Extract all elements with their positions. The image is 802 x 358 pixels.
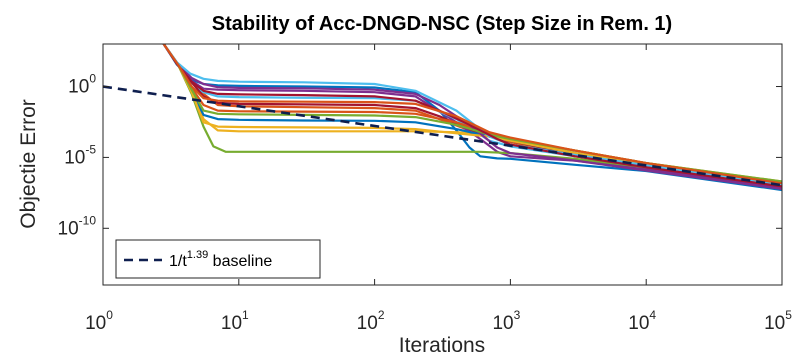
legend-label-prefix: 1/t xyxy=(169,253,187,270)
y-tick-exp: -5 xyxy=(85,142,96,156)
baseline-layer xyxy=(103,85,782,187)
x-tick-exp: 4 xyxy=(649,308,656,322)
chart-title: Stability of Acc-DNGD-NSC (Step Size in … xyxy=(212,13,672,35)
x-tick-base: 10 xyxy=(492,313,513,334)
y-tick-label: 10-10 xyxy=(58,213,97,239)
legend-baseline-label: 1/t1.39 baseline xyxy=(169,249,272,270)
plot-frame xyxy=(102,43,783,286)
y-tick-exp: 0 xyxy=(89,72,96,86)
series-line-10 xyxy=(162,44,782,185)
x-tick-label: 105 xyxy=(764,308,792,334)
x-axis-label: Iterations xyxy=(399,334,485,357)
x-tick-label: 101 xyxy=(221,308,249,334)
x-tick-label: 104 xyxy=(628,308,656,334)
x-tick-base: 10 xyxy=(221,313,242,334)
x-tick-exp: 5 xyxy=(785,308,792,322)
legend-label-suffix: baseline xyxy=(208,253,272,270)
y-tick-label: 10-5 xyxy=(64,142,96,168)
baseline-line xyxy=(103,85,782,187)
x-tick-exp: 0 xyxy=(106,308,113,322)
legend-box xyxy=(115,239,321,279)
legend-label-exponent: 1.39 xyxy=(187,249,208,261)
y-tick-base: 10 xyxy=(64,147,85,168)
x-tick-exp: 2 xyxy=(378,308,385,322)
x-tick-label: 102 xyxy=(357,308,385,334)
x-tick-exp: 1 xyxy=(242,308,249,322)
x-tick-exp: 3 xyxy=(514,308,521,322)
y-tick-base: 10 xyxy=(68,77,89,98)
y-tick-base: 10 xyxy=(58,218,79,239)
y-axis-label: Objectie Error xyxy=(17,99,40,229)
series-line-15 xyxy=(162,44,782,185)
series-line-11 xyxy=(162,44,782,190)
x-tick-base: 10 xyxy=(628,313,649,334)
y-tick-exp: -10 xyxy=(79,213,97,227)
x-tick-base: 10 xyxy=(764,313,785,334)
x-tick-base: 10 xyxy=(85,313,106,334)
x-tick-label: 100 xyxy=(85,308,113,334)
x-tick-base: 10 xyxy=(357,313,378,334)
x-tick-label: 103 xyxy=(492,308,520,334)
legend: 1/t1.39 baseline xyxy=(115,239,321,279)
series-line-14 xyxy=(162,44,782,188)
y-tick-label: 100 xyxy=(68,72,96,98)
